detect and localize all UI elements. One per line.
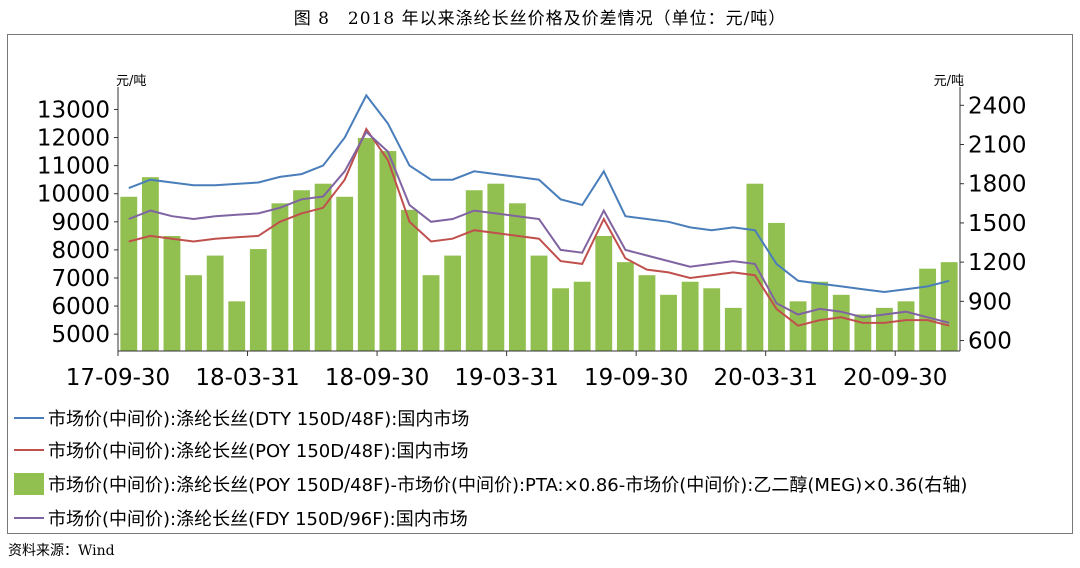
- bar-spread-21: [573, 281, 591, 351]
- x-tick-label: 18-09-30: [325, 365, 429, 391]
- right-tick-label: 900: [968, 289, 1012, 315]
- bar-spread-33: [832, 294, 850, 351]
- bar-spread-37: [919, 268, 937, 351]
- right-tick-label: 2100: [968, 133, 1027, 159]
- x-tick-label: 17-09-30: [66, 365, 170, 391]
- line-series-group: [128, 93, 950, 327]
- bar-spread-23: [616, 262, 634, 351]
- left-tick-label: 6000: [51, 294, 110, 320]
- bar-spread-5: [228, 301, 246, 351]
- right-tick-label: 1800: [968, 172, 1027, 198]
- left-tick-label: 8000: [51, 238, 110, 264]
- right-tick-label: 1200: [968, 250, 1027, 276]
- right-axis-unit: 元/吨: [934, 74, 964, 89]
- bar-spread-11: [357, 137, 375, 351]
- left-tick-label: 11000: [37, 154, 110, 180]
- line-series-0: [128, 93, 950, 294]
- left-tick-label: 9000: [51, 210, 110, 236]
- chart-title: 图 8 2018 年以来涤纶长丝价格及价差情况（单位：元/吨）: [293, 9, 787, 29]
- bar-spread-4: [206, 255, 224, 351]
- bar-spread-27: [703, 288, 721, 351]
- bar-spread-16: [465, 190, 483, 351]
- bar-spread-26: [681, 281, 699, 351]
- left-tick-label: 10000: [37, 182, 110, 208]
- bar-spread-15: [444, 255, 462, 351]
- bar-spread-17: [487, 183, 505, 351]
- bar-spread-36: [897, 301, 915, 351]
- bar-spread-2: [163, 235, 181, 351]
- bar-spread-19: [530, 255, 548, 351]
- x-tick-label: 19-09-30: [584, 365, 688, 391]
- x-tick-label: 19-03-31: [454, 365, 558, 391]
- bar-spread-12: [379, 151, 397, 351]
- right-tick-label: 600: [968, 329, 1012, 355]
- bar-spread-20: [552, 288, 570, 351]
- bar-spread-29: [746, 183, 764, 351]
- bar-spread-6: [249, 249, 267, 351]
- left-tick-label: 7000: [51, 266, 110, 292]
- bar-spread-10: [336, 196, 354, 351]
- x-tick-label: 20-09-30: [843, 365, 947, 391]
- line-series-1: [128, 127, 950, 327]
- source-note: 资料来源：Wind: [8, 543, 115, 559]
- left-tick-label: 13000: [37, 97, 110, 123]
- left-tick-label: 12000: [37, 126, 110, 152]
- bar-spread-30: [768, 222, 785, 351]
- chart-frame: 5000 6000 7000 8000 9000 10000 11000 12000 13000…: [7, 34, 1073, 534]
- bar-spread-25: [660, 294, 677, 351]
- bar-spread-22: [595, 235, 613, 351]
- left-tick-label: 5000: [51, 322, 110, 348]
- bar-spread-8: [293, 190, 310, 351]
- x-tick-label: 18-03-31: [195, 365, 299, 391]
- bar-spread-9: [314, 183, 332, 351]
- bar-spread-28: [724, 307, 742, 351]
- bar-spread-24: [638, 275, 656, 351]
- bar-spread-0: [120, 196, 138, 351]
- bar-spread-14: [422, 275, 440, 351]
- bar-spread-35: [876, 307, 893, 351]
- bar-spread-34: [854, 314, 872, 351]
- bar-spread-3: [185, 275, 202, 351]
- x-tick-label: 20-03-31: [713, 365, 817, 391]
- bar-spread-13: [401, 209, 418, 351]
- left-axis-unit: 元/吨: [116, 74, 146, 89]
- bar-spread-7: [271, 203, 289, 351]
- right-tick-label: 2400: [968, 93, 1027, 119]
- bar-spread-18: [508, 203, 526, 351]
- bar-spread-38: [940, 262, 958, 351]
- right-tick-label: 1500: [968, 211, 1027, 237]
- bar-series-group: [120, 137, 958, 351]
- bar-spread-32: [811, 281, 829, 351]
- bar-spread-1: [141, 177, 159, 351]
